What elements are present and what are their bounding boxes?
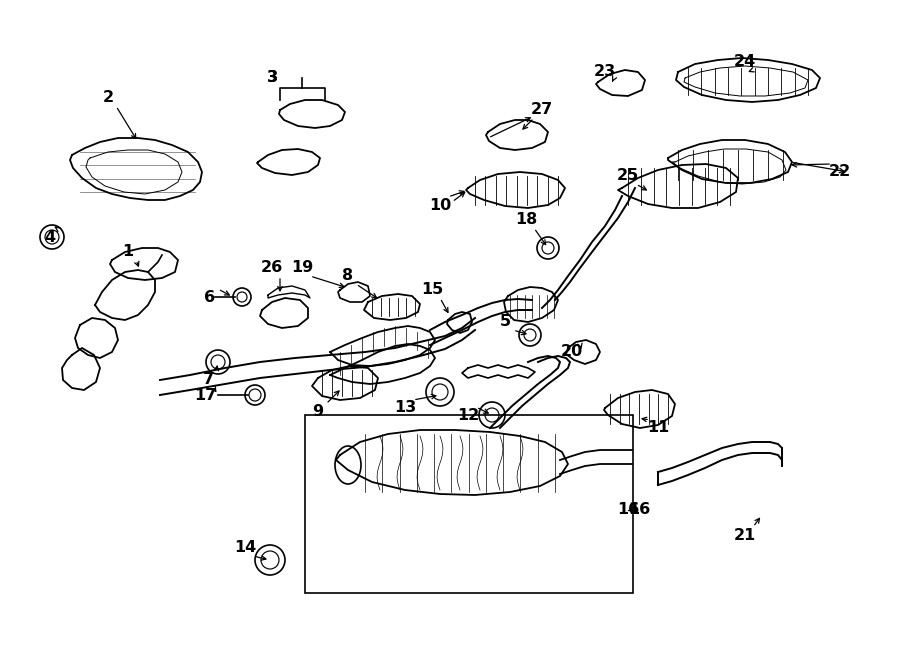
Text: 5: 5 [500,315,510,329]
Text: 16: 16 [616,502,639,518]
Text: 26: 26 [261,260,284,276]
Text: 22: 22 [829,165,851,180]
Text: 24: 24 [734,54,756,69]
Text: 1: 1 [122,245,133,260]
Text: 16: 16 [628,502,650,518]
Text: 7: 7 [202,373,213,387]
Text: 19: 19 [291,260,313,276]
Text: 3: 3 [266,71,277,85]
Text: 27: 27 [531,102,554,118]
Text: 6: 6 [204,290,216,305]
Text: 13: 13 [394,401,416,416]
Text: 3: 3 [266,71,277,85]
Text: 12: 12 [457,407,479,422]
Text: 18: 18 [515,212,537,227]
Text: 23: 23 [594,65,616,79]
Text: 15: 15 [421,282,443,297]
Text: 9: 9 [312,405,324,420]
Text: 11: 11 [647,420,669,436]
Bar [305,415,633,593]
Text: 2: 2 [103,91,113,106]
Text: 14: 14 [234,541,256,555]
Text: 4: 4 [44,229,56,245]
Text: 17: 17 [194,387,216,403]
Text: 8: 8 [342,268,354,284]
Text: 20: 20 [561,344,583,360]
Text: 21: 21 [734,527,756,543]
Text: 10: 10 [429,198,451,212]
Text: 25: 25 [616,169,639,184]
